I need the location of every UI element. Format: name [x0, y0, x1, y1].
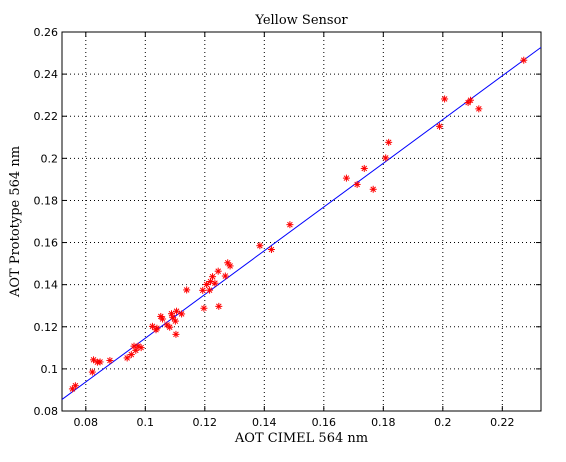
data-point	[385, 138, 393, 146]
data-point	[215, 302, 223, 310]
data-point	[360, 164, 368, 172]
plot-frame	[61, 31, 542, 412]
x-tick-label: 0.12	[193, 416, 218, 429]
data-point	[137, 344, 145, 352]
data-point	[436, 122, 444, 130]
y-tick-label: 0.22	[34, 110, 59, 123]
data-point	[199, 286, 207, 294]
data-point	[178, 310, 186, 318]
data-point	[226, 262, 234, 270]
data-point	[520, 56, 528, 64]
data-point	[209, 273, 217, 281]
data-point	[256, 242, 264, 250]
x-tick-label: 0.2	[434, 416, 452, 429]
data-point	[106, 356, 114, 364]
y-tick-label: 0.26	[34, 26, 59, 39]
data-point	[71, 382, 79, 390]
data-point	[441, 95, 449, 103]
data-point	[203, 280, 211, 288]
data-point	[342, 174, 350, 182]
y-tick-label: 0.14	[34, 279, 59, 292]
data-point	[88, 368, 96, 376]
data-point	[169, 313, 177, 321]
data-point	[369, 185, 377, 193]
x-tick-label: 0.1	[137, 416, 155, 429]
y-tick-label: 0.2	[41, 152, 59, 165]
tick-label-layer: 0.08 0.1 0.12 0.14 0.16 0.18 0.2 0.22 0.08 0.1 0.1…	[34, 26, 515, 429]
x-axis-title: AOT CIMEL 564 nm	[234, 431, 368, 446]
y-tick-label: 0.16	[34, 237, 59, 250]
x-tick-label: 0.16	[312, 416, 337, 429]
y-tick-label: 0.24	[34, 68, 59, 81]
data-point	[159, 315, 167, 323]
data-point	[286, 221, 294, 229]
data-point	[123, 354, 131, 362]
x-tick-label: 0.18	[371, 416, 396, 429]
data-point	[382, 154, 390, 162]
data-point	[221, 272, 229, 280]
data-point	[90, 356, 98, 364]
data-point	[153, 324, 161, 332]
x-tick-label: 0.08	[74, 416, 99, 429]
fit-line	[61, 46, 542, 400]
y-axis-title: AOT Prototype 564 nm	[8, 146, 23, 298]
data-point	[475, 105, 483, 113]
y-tick-label: 0.08	[34, 405, 59, 418]
y-tick-label: 0.18	[34, 194, 59, 207]
y-tick-label: 0.1	[41, 363, 59, 376]
data-point	[166, 323, 174, 331]
data-point	[200, 304, 208, 312]
y-tick-label: 0.12	[34, 321, 59, 334]
data-point	[96, 358, 104, 366]
tick-layer	[62, 31, 541, 412]
data-point	[171, 317, 179, 325]
data-point	[183, 286, 191, 294]
data-point	[466, 96, 474, 104]
data-point	[267, 246, 275, 254]
data-point	[173, 307, 181, 315]
data-point	[214, 267, 222, 275]
x-tick-label: 0.14	[252, 416, 277, 429]
chart-title: Yellow Sensor	[254, 13, 348, 28]
x-tick-label: 0.22	[490, 416, 515, 429]
data-point	[353, 180, 361, 188]
data-points-layer	[68, 56, 528, 393]
data-point	[127, 351, 135, 359]
data-point	[211, 279, 219, 287]
data-point	[206, 286, 214, 294]
data-point	[172, 330, 180, 338]
fit-line-layer	[61, 46, 542, 400]
